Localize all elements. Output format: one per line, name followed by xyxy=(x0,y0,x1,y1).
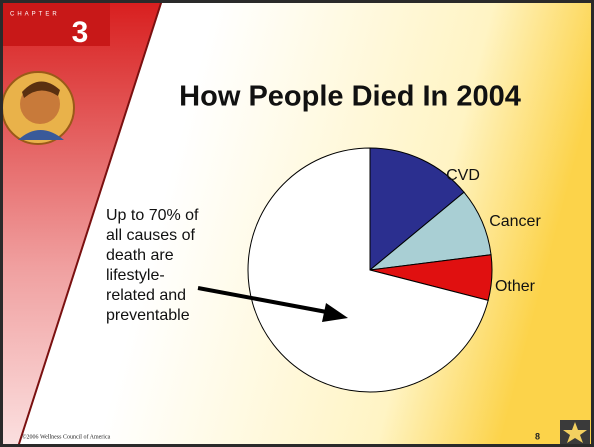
arrow-shaft xyxy=(197,286,333,315)
slice-label: CVD xyxy=(446,167,480,184)
pie-slice xyxy=(247,147,489,393)
band-edge xyxy=(17,0,163,447)
annotation-line: Up to 70% of xyxy=(106,207,199,224)
slice-label: Cancer xyxy=(489,213,541,230)
chart-title: How People Died In 2004 xyxy=(179,81,521,113)
star-icon xyxy=(560,420,590,444)
illustration xyxy=(1,71,75,145)
annotation-line: death are xyxy=(106,247,174,264)
footer: ©2006 Wellness Council of America xyxy=(22,433,111,440)
chapter-number: 3 xyxy=(72,16,89,49)
page-number: 8 xyxy=(535,431,540,441)
slice-label: Other xyxy=(495,278,536,295)
annotation-line: all causes of xyxy=(106,227,195,244)
pie: CVD Cancer Other xyxy=(247,147,541,393)
chapter-box xyxy=(0,0,110,46)
annotation-line: related and xyxy=(106,287,186,304)
annotation-line: lifestyle- xyxy=(106,267,165,284)
pie-slice xyxy=(369,147,465,272)
annotation: Up to 70% of all causes of death are lifest… xyxy=(106,207,199,324)
chapter-label: CHAPTER xyxy=(10,12,60,18)
annotation-line: preventable xyxy=(106,307,190,324)
arrow-head xyxy=(322,303,348,322)
